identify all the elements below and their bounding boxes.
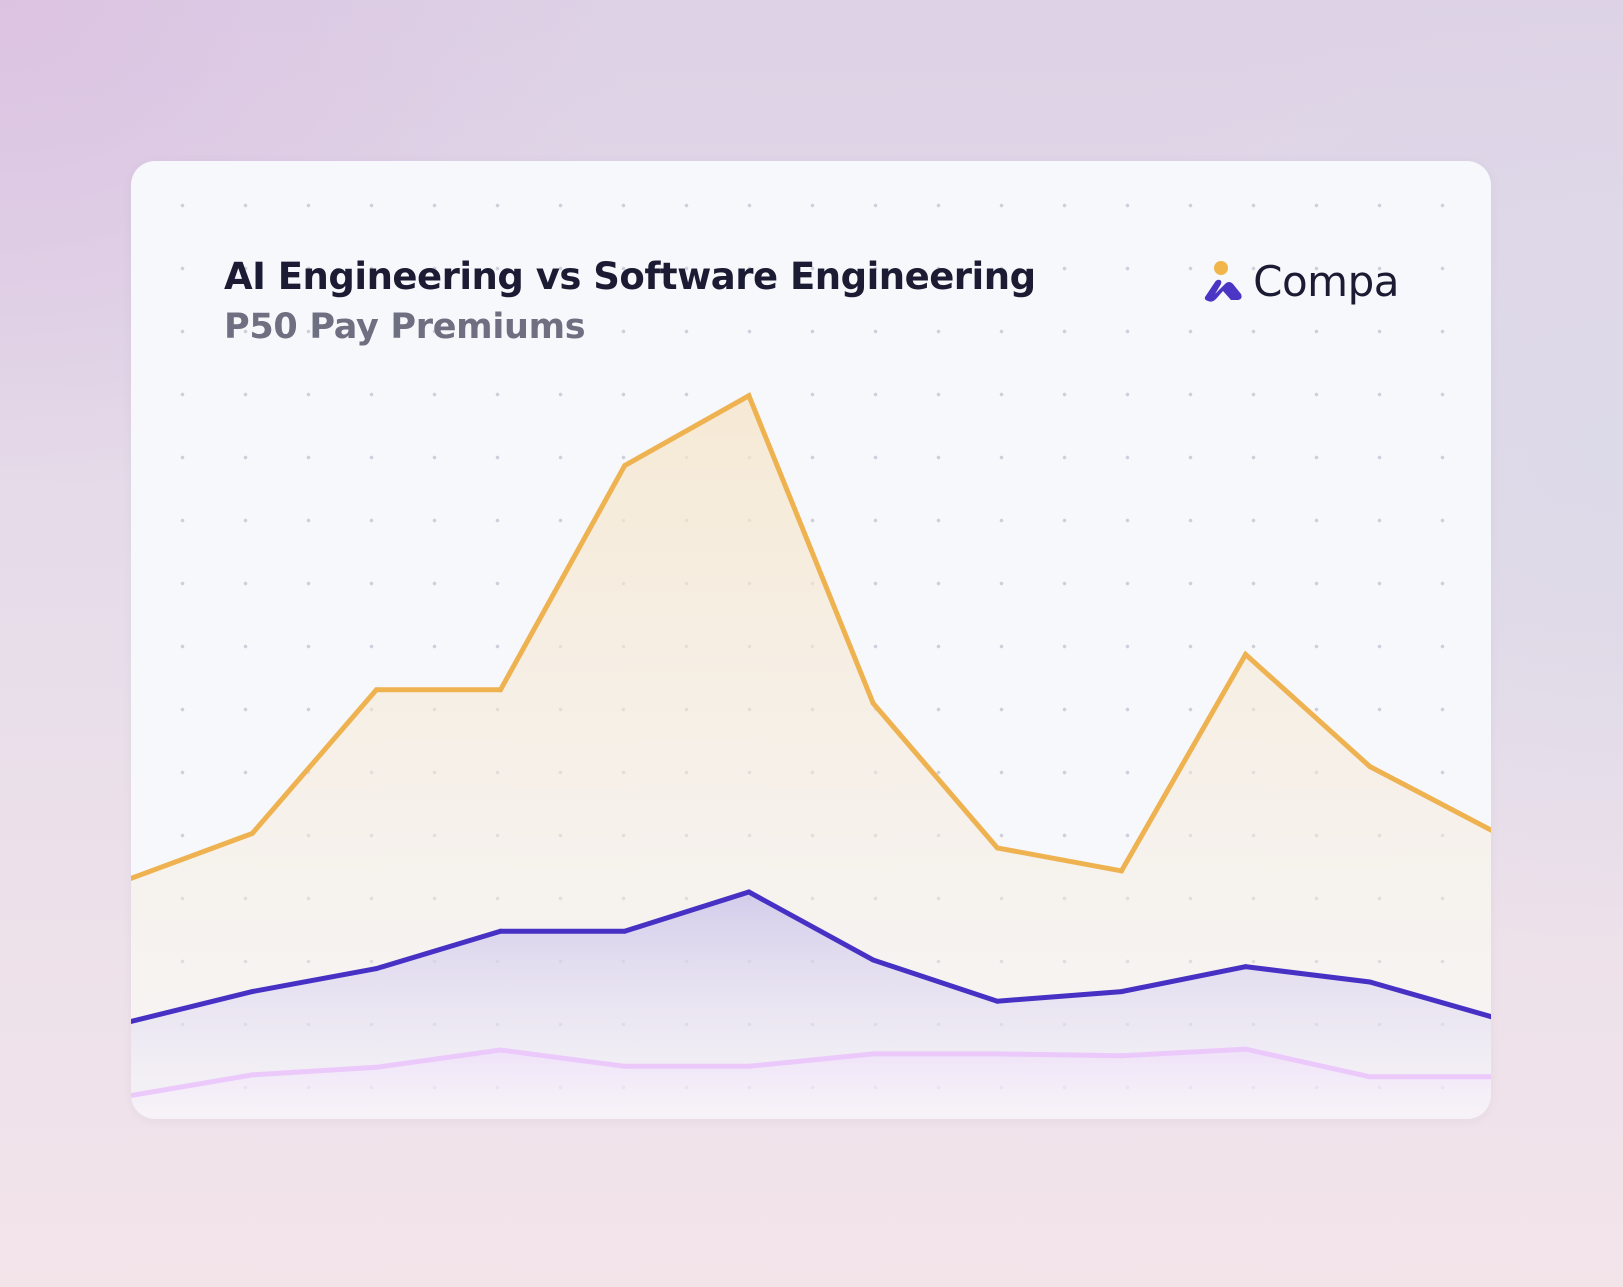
compa-logo-icon [1204,260,1242,302]
series-3-point-5 [746,1063,752,1069]
series-1-point-4 [622,463,628,469]
series-2-point-3 [498,928,503,934]
series-2-point-8 [1119,989,1124,995]
chart-subtitle: P50 Pay Premiums [224,307,586,347]
series-3-point-3 [498,1047,503,1053]
chart-card: AI Engineering vs Software Engineering P… [131,161,1491,1119]
brand-logo: Compa [1201,257,1399,306]
series-3-point-8 [1119,1053,1124,1059]
series-1-line [131,392,1491,882]
series-3-line [131,1046,1491,1099]
series-3-point-4 [622,1063,628,1069]
series-2-point-9 [1243,964,1249,970]
series-2-point-5 [746,889,752,895]
series-2-point-7 [994,998,1000,1004]
series-3-point-7 [994,1051,1000,1057]
series-2-point-4 [622,928,628,934]
series-1-point-8 [1119,868,1124,874]
series-3-point-9 [1243,1046,1249,1052]
series-2-point-6 [870,957,876,963]
series-1-point-3 [498,687,503,693]
series-1-point-7 [994,845,1000,851]
series-2-point-1 [249,989,255,995]
series-2-point-10 [1367,979,1373,985]
series-areas [131,395,1491,1119]
series-2-point-2 [373,966,379,972]
series-2-line [131,889,1491,1025]
series-1-point-10 [1367,764,1373,769]
series-3-point-6 [870,1051,876,1057]
chart-title: AI Engineering vs Software Engineering [224,255,1036,298]
series-3-point-1 [249,1072,255,1078]
chart [131,392,1491,1119]
series-lines [131,392,1491,1099]
series-3-area [131,1049,1491,1119]
series-1-point-9 [1243,651,1249,657]
series-3-point-10 [1367,1074,1373,1080]
series-1-point-2 [373,687,379,693]
series-1-point-5 [746,393,752,399]
series-1-point-1 [249,831,255,836]
series-1-point-6 [870,700,876,706]
series-3-point-2 [373,1064,379,1070]
brand-name: Compa [1253,257,1399,306]
